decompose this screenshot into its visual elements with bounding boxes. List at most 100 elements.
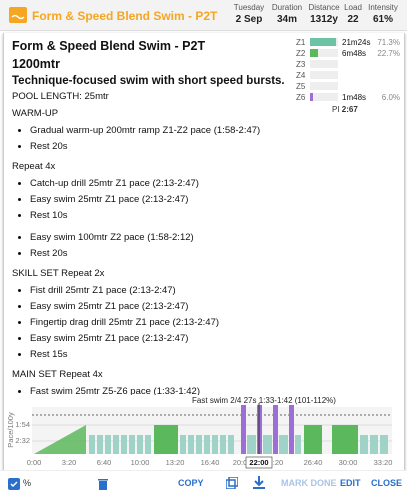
x-tick-label: 16:40 — [201, 458, 220, 467]
step: Easy swim 25mtr Z1 pace (2:13-2:47) — [30, 331, 392, 347]
workout-summary: Technique-focused swim with short speed … — [12, 75, 285, 87]
zone-bar — [310, 49, 318, 57]
zone-track — [310, 93, 338, 101]
workout-icon — [9, 7, 27, 23]
zone-percent: 71.3% — [377, 38, 400, 47]
stat: Tuesday 2 Sep — [229, 3, 269, 25]
percent-label: % — [23, 478, 32, 488]
z1-blocks — [89, 435, 388, 454]
step: Rest 10s — [30, 208, 392, 224]
mark-done-button[interactable]: MARK DONE — [281, 478, 337, 488]
zone-name: Z1 — [296, 38, 306, 47]
edit-button[interactable]: EDIT — [340, 478, 361, 488]
y-axis-label: Pace/100y — [6, 412, 15, 448]
zone-percent: 22.7% — [377, 49, 400, 58]
zone-row: Z3 — [294, 59, 404, 70]
stat-value: 22 — [347, 14, 359, 25]
workout-chart: Pace/100y 1:54 2:32 0:00 3:20 6:40 10:00 13:20… — [6, 396, 393, 469]
section-heading: Repeat 4x — [12, 161, 56, 172]
x-tick-label: 33:20 — [374, 458, 393, 467]
stat-label: Distance — [308, 3, 340, 12]
stat: Load 22 — [333, 3, 373, 25]
zone-bar — [310, 93, 313, 101]
stat-value: 1312y — [310, 14, 338, 25]
stat-label: Tuesday — [233, 3, 265, 12]
stat-value: 34m — [276, 14, 297, 25]
step-list: Catch-up drill 25mtr Z1 pace (2:13-2:47)… — [12, 176, 392, 224]
zone-track — [310, 60, 338, 68]
header: Form & Speed Blend Swim - P2T Tuesday 2 S… — [0, 0, 407, 31]
x-tick-label: :20 — [273, 458, 283, 467]
section-heading: MAIN SET Repeat 4x — [12, 369, 103, 380]
duplicate-button[interactable] — [226, 477, 238, 489]
zone-table: Z1 21m24s 71.3% Z2 6m48s 22.7% Z3 Z4 Z5 Z6 1m48s 6.… — [294, 37, 404, 117]
workout-distance: 1200mtr — [12, 57, 60, 71]
zone-name: Z6 — [296, 93, 306, 102]
x-tick-label: 6:40 — [97, 458, 112, 467]
x-tick-label: 30:00 — [339, 458, 358, 467]
workout-card: Form & Speed Blend Swim - P2T 1200mtr Te… — [3, 33, 405, 470]
header-title: Form & Speed Blend Swim - P2T — [32, 9, 218, 23]
step-list: Gradual warm-up 200mtr ramp Z1-Z2 pace (… — [12, 123, 392, 155]
x-tick-label: 0:00 — [27, 458, 42, 467]
y-tick-label: 2:32 — [15, 436, 30, 445]
pi-value: 2:67 — [341, 105, 358, 114]
step: Rest 15s — [30, 347, 392, 363]
zone-track — [310, 71, 338, 79]
zone-name: Z5 — [296, 82, 306, 91]
zone-track — [310, 82, 338, 90]
cursor-label-bg — [245, 456, 273, 469]
step: Fist drill 25mtr Z1 pace (2:13-2:47) — [30, 283, 392, 299]
zone-row: Z6 1m48s 6.0% — [294, 92, 404, 103]
ramp-block — [34, 425, 86, 454]
x-tick-label: 26:40 — [304, 458, 323, 467]
z2-blocks — [154, 425, 358, 454]
zone-row: Z1 21m24s 71.3% — [294, 37, 404, 48]
x-tick-label: 20:0 — [233, 458, 248, 467]
step: Easy swim 25mtr Z1 pace (2:13-2:47) — [30, 299, 392, 315]
step-list: Easy swim 100mtr Z2 pace (1:58-2:12)Rest… — [12, 230, 392, 262]
zone-time: 6m48s — [342, 49, 367, 58]
close-button[interactable]: CLOSE — [371, 478, 403, 488]
stat-label: Intensity — [368, 3, 398, 12]
stat: Intensity 61% — [363, 3, 403, 25]
pool-length: POOL LENGTH: 25mtr — [12, 91, 109, 102]
zone-row: Z4 — [294, 70, 404, 81]
step: Easy swim 100mtr Z2 pace (1:58-2:12) — [30, 230, 392, 246]
step-list: Fist drill 25mtr Z1 pace (2:13-2:47)Easy… — [12, 283, 392, 363]
copy-button[interactable]: COPY — [178, 478, 204, 488]
stat-label: Load — [344, 3, 362, 12]
pi: PI 2:67 — [332, 105, 358, 114]
section-heading: SKILL SET Repeat 2x — [12, 268, 105, 279]
download-button[interactable] — [253, 476, 265, 489]
stat-value: 61% — [372, 14, 393, 25]
zone-percent: 6.0% — [381, 93, 400, 102]
y-tick-label: 1:54 — [15, 420, 30, 429]
x-tick-label: 10:00 — [131, 458, 150, 467]
zone-name: Z2 — [296, 49, 306, 58]
zone-name: Z4 — [296, 71, 306, 80]
x-tick-label: 3:20 — [62, 458, 77, 467]
toolbar — [0, 470, 407, 500]
workout-title: Form & Speed Blend Swim - P2T — [12, 39, 206, 53]
zone-track — [310, 49, 338, 57]
zone-bar — [310, 38, 336, 46]
stat-label: Duration — [271, 3, 303, 12]
stat-value: 2 Sep — [235, 14, 263, 25]
zone-name: Z3 — [296, 60, 306, 69]
percent-checkbox[interactable] — [8, 478, 20, 490]
pi-label: PI — [332, 105, 340, 114]
zone-time: 21m24s — [342, 38, 371, 47]
step: Rest 20s — [30, 246, 392, 262]
zone-row: Z5 — [294, 81, 404, 92]
zone-time: 1m48s — [342, 93, 367, 102]
delete-button[interactable] — [98, 478, 108, 490]
step: Fast swim 25mtr Z5-Z6 pace (1:33-1:42) — [30, 384, 392, 400]
section-heading: WARM-UP — [12, 108, 59, 119]
step: Rest 20s — [30, 139, 392, 155]
step: Catch-up drill 25mtr Z1 pace (2:13-2:47) — [30, 176, 392, 192]
zone-row: Z2 6m48s 22.7% — [294, 48, 404, 59]
x-tick-label: 13:20 — [166, 458, 185, 467]
stat: Duration 34m — [267, 3, 307, 25]
